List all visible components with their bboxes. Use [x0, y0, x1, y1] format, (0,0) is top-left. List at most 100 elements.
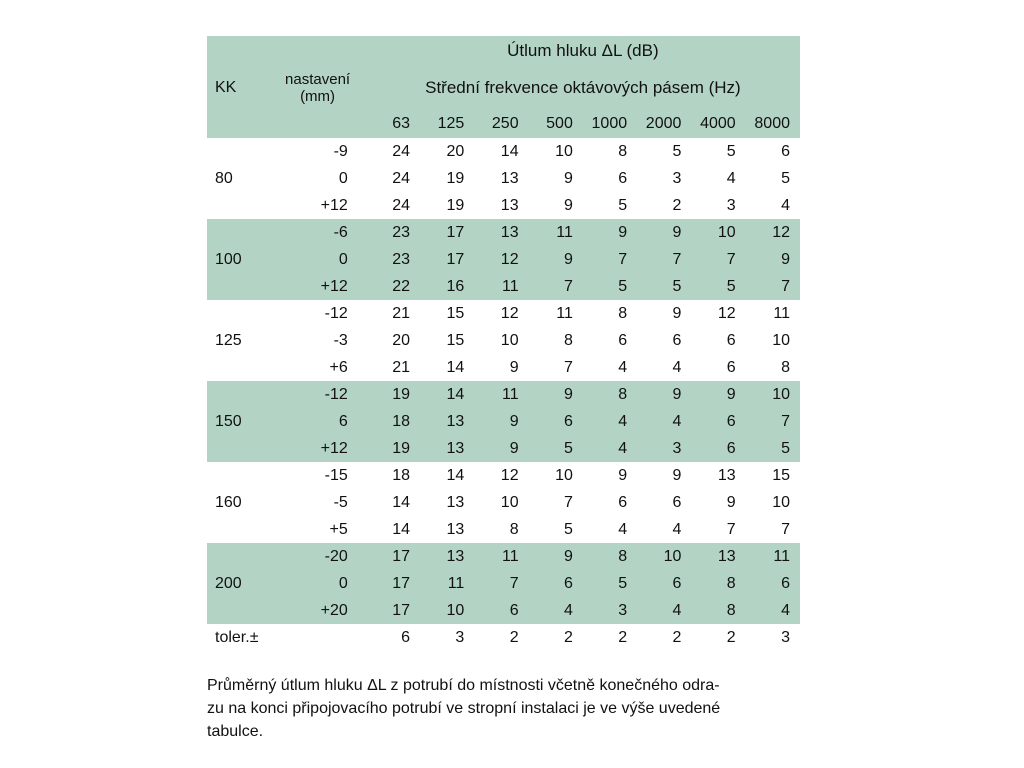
- attenuation-value: 11: [745, 300, 800, 327]
- attenuation-value: 8: [582, 381, 638, 408]
- table-row: 150 -12 19 14 11 9 8 9 9 10: [207, 381, 800, 462]
- attenuation-value: 11: [745, 543, 800, 570]
- attenuation-value: 6: [582, 327, 638, 354]
- attenuation-value: 6: [637, 489, 692, 516]
- attenuation-value: 24: [365, 165, 421, 192]
- caption-line: Průměrný útlum hluku ΔL z potrubí do mís…: [207, 677, 720, 694]
- tolerance-row: toler.± 6 3 2 2 2 2 2 3: [207, 624, 800, 651]
- tolerance-value: 2: [691, 624, 746, 651]
- attenuation-value: 15: [420, 300, 475, 327]
- setting-value: 0: [269, 165, 366, 192]
- attenuation-value: 7: [745, 408, 800, 435]
- setting-value: 0: [269, 246, 366, 273]
- attenuation-value: 6: [637, 570, 692, 597]
- table-row: 200 -20 17 13 11 9 8 10 13 11: [207, 543, 800, 624]
- kk-value: 150: [207, 381, 270, 462]
- attenuation-value: 5: [745, 435, 800, 462]
- attenuation-value: 4: [637, 408, 692, 435]
- attenuation-value: 6: [691, 327, 746, 354]
- attenuation-value: 7: [474, 570, 529, 597]
- setting-value: +5: [269, 516, 366, 543]
- attenuation-value: 20: [420, 138, 475, 165]
- tolerance-value: 3: [745, 624, 800, 651]
- attenuation-value: 12: [474, 462, 529, 489]
- attenuation-value: 13: [474, 219, 529, 246]
- tolerance-value: 2: [528, 624, 583, 651]
- setting-value: -6: [269, 219, 366, 246]
- tolerance-value: 3: [420, 624, 475, 651]
- kk-value: 100: [207, 219, 270, 300]
- attenuation-value: 10: [528, 138, 583, 165]
- attenuation-value: 9: [637, 219, 692, 246]
- attenuation-value: 5: [691, 273, 746, 300]
- attenuation-value: 9: [474, 408, 529, 435]
- header-spacer: [269, 110, 366, 138]
- setting-value: +12: [269, 192, 366, 219]
- attenuation-value: 23: [365, 219, 421, 246]
- frequency-header: 1000: [582, 110, 638, 138]
- attenuation-value: 9: [691, 381, 746, 408]
- attenuation-value: 4: [582, 435, 638, 462]
- attenuation-value: 13: [691, 462, 746, 489]
- attenuation-value: 4: [745, 597, 800, 624]
- attenuation-value: 11: [474, 381, 529, 408]
- frequency-header: 125: [420, 110, 475, 138]
- attenuation-value: 10: [637, 543, 692, 570]
- table-body: 80 -9 24 20 14 10 8 5 5 6 0 24 19 13 9 6 3 4 5 +12 24 19 13 9 5 2…: [207, 138, 800, 651]
- attenuation-value: 2: [637, 192, 692, 219]
- kk-value: 200: [207, 543, 270, 624]
- attenuation-value: 8: [528, 327, 583, 354]
- attenuation-value: 13: [420, 516, 475, 543]
- attenuation-value: 6: [745, 138, 800, 165]
- attenuation-value: 4: [637, 354, 692, 381]
- setting-column-label-line1: nastavení: [285, 71, 351, 88]
- attenuation-value: 24: [365, 192, 421, 219]
- attenuation-value: 12: [745, 219, 800, 246]
- frequency-header: 500: [528, 110, 583, 138]
- attenuation-value: 10: [474, 489, 529, 516]
- attenuation-value: 9: [637, 381, 692, 408]
- attenuation-value: 8: [474, 516, 529, 543]
- attenuation-value: 18: [365, 462, 421, 489]
- attenuation-value: 13: [420, 543, 475, 570]
- attenuation-value: 21: [365, 300, 421, 327]
- attenuation-value: 6: [528, 570, 583, 597]
- attenuation-value: 6: [637, 327, 692, 354]
- table-row: +6 21 14 9 7 4 4 6 8: [207, 354, 800, 381]
- frequency-header: 2000: [637, 110, 692, 138]
- setting-value: -12: [269, 300, 366, 327]
- attenuation-value: 13: [420, 408, 475, 435]
- attenuation-value: 22: [365, 273, 421, 300]
- attenuation-value: 6: [745, 570, 800, 597]
- attenuation-value: 23: [365, 246, 421, 273]
- frequency-header: 8000: [745, 110, 800, 138]
- setting-value: -5: [269, 489, 366, 516]
- attenuation-value: 14: [365, 489, 421, 516]
- table-row: 80 -9 24 20 14 10 8 5 5 6: [207, 138, 800, 219]
- attenuation-value: 7: [691, 516, 746, 543]
- attenuation-value: 24: [365, 138, 421, 165]
- table-row: 0 24 19 13 9 6 3 4 5: [207, 165, 800, 192]
- attenuation-value: 17: [365, 597, 421, 624]
- attenuation-value: 17: [365, 543, 421, 570]
- attenuation-value: 10: [691, 219, 746, 246]
- attenuation-table: Útlum hluku ΔL (dB) KK nastavení (mm) St…: [207, 36, 800, 651]
- table-row: +12 19 13 9 5 4 3 6 5: [207, 435, 800, 462]
- setting-value: +12: [269, 273, 366, 300]
- attenuation-value: 9: [582, 462, 638, 489]
- attenuation-value: 4: [691, 165, 746, 192]
- attenuation-value: 5: [637, 273, 692, 300]
- setting-value: -12: [269, 381, 366, 408]
- attenuation-value: 9: [528, 192, 583, 219]
- attenuation-value: 7: [528, 354, 583, 381]
- attenuation-value: 4: [582, 408, 638, 435]
- attenuation-value: 12: [474, 300, 529, 327]
- attenuation-value: 9: [528, 543, 583, 570]
- setting-value: -15: [269, 462, 366, 489]
- attenuation-value: 3: [691, 192, 746, 219]
- setting-value: +12: [269, 435, 366, 462]
- attenuation-value: 5: [582, 192, 638, 219]
- table-row: +5 14 13 8 5 4 4 7 7: [207, 516, 800, 543]
- table-row: 6 18 13 9 6 4 4 6 7: [207, 408, 800, 435]
- attenuation-value: 3: [637, 435, 692, 462]
